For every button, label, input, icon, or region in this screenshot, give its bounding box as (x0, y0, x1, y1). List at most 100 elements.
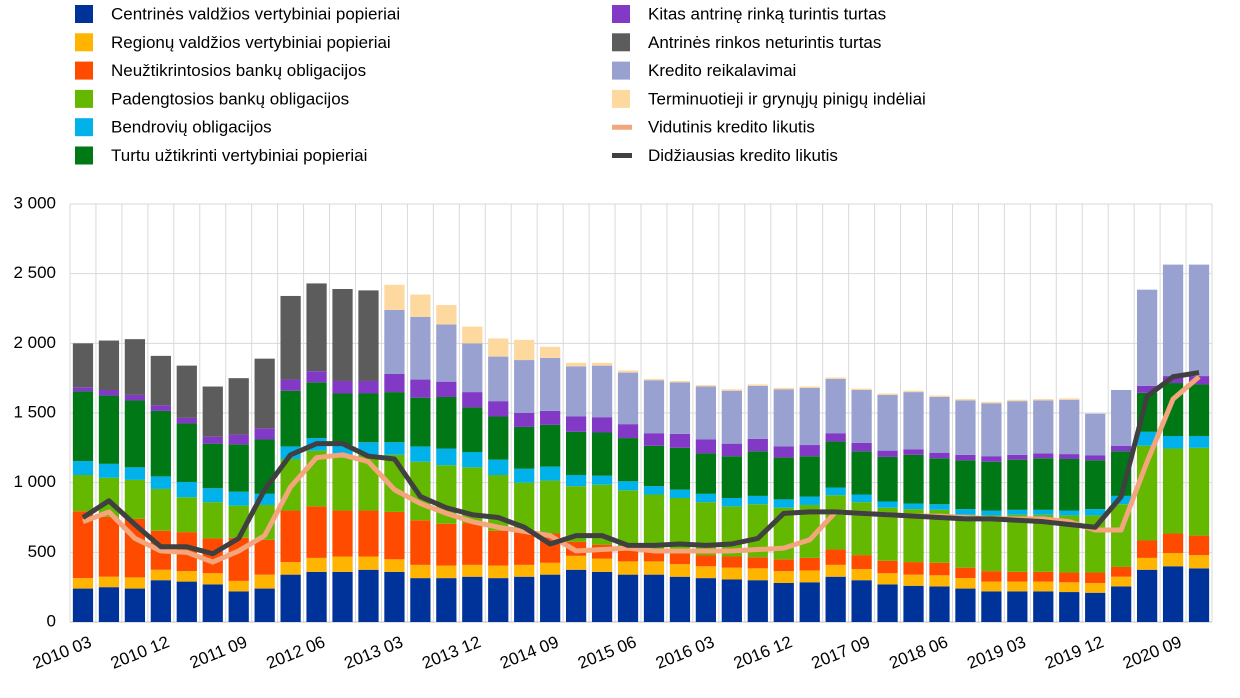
bar-segment (721, 443, 742, 457)
bar-segment (202, 488, 223, 503)
bar-segment (384, 571, 405, 622)
bar-segment (1188, 264, 1210, 377)
bar-segment (981, 581, 1002, 592)
bar-segment (721, 389, 742, 391)
bar-segment (1188, 447, 1210, 536)
bar-segment (176, 481, 197, 498)
bar-segment (410, 578, 431, 622)
bar-segment (903, 509, 924, 563)
bar-segment (358, 556, 379, 570)
bar-segment (643, 561, 665, 575)
bar-segment (1188, 376, 1210, 385)
bar-segment (150, 405, 171, 411)
bar-segment (384, 284, 405, 310)
bar-segment (643, 494, 665, 551)
bar-segment (1007, 509, 1028, 515)
bar-segment (877, 573, 898, 585)
bar-segment (228, 434, 249, 445)
x-tick-label: 2020 09 (1120, 632, 1184, 673)
bar-segment (929, 458, 950, 505)
bar-segment (124, 339, 146, 395)
x-tick-label: 2014 09 (497, 632, 561, 673)
legend-label: Kredito reikalavimai (648, 61, 796, 80)
bar-segment (1085, 413, 1106, 456)
bar-segment (1007, 454, 1028, 460)
bar-segment (669, 447, 691, 490)
bar-segment (825, 549, 846, 565)
bar-segment (540, 480, 561, 534)
bar-segment (410, 379, 431, 398)
bar-segment (851, 451, 872, 495)
bar-segment (358, 510, 379, 557)
bar-segment (72, 511, 94, 579)
bar-segment (617, 370, 639, 373)
legend-swatch (612, 89, 630, 108)
legend-swatch (612, 61, 630, 80)
bar-segment (254, 574, 275, 589)
bar-segment (1033, 458, 1054, 510)
bar-segment (1136, 385, 1158, 393)
bar-segment (488, 459, 509, 476)
bar-segment (1007, 399, 1028, 402)
bar-segment (514, 426, 535, 469)
bar-segment (1007, 401, 1028, 455)
y-tick-label: 2 000 (13, 333, 56, 352)
bar-segment (436, 523, 457, 566)
bar-segment (98, 576, 120, 588)
bar-segment (1111, 566, 1132, 577)
bar-segment (955, 578, 976, 589)
bar-segment (72, 588, 94, 622)
bar-segment (1059, 510, 1080, 516)
bar-segment (1162, 435, 1184, 449)
bar-segment (1007, 581, 1028, 592)
bar-segment (955, 509, 976, 515)
bar-segment (877, 394, 898, 451)
bar-segment (228, 580, 249, 592)
bar-segment (617, 424, 639, 439)
bar-segment (929, 509, 950, 563)
bar-segment (799, 386, 820, 388)
bar-segment (514, 531, 535, 565)
bar-segment (462, 452, 483, 468)
bar-segment (1111, 445, 1132, 452)
bar-segment (462, 576, 483, 622)
bar-segment (124, 467, 146, 480)
bar-segment (462, 407, 483, 453)
bar-segment (384, 559, 405, 572)
bar-segment (851, 555, 872, 570)
x-tick-label: 2016 12 (731, 632, 795, 673)
bar-segment (565, 475, 587, 487)
bar-segment (773, 446, 794, 458)
bar-segment (150, 488, 171, 531)
bar-segment (669, 433, 691, 448)
x-tick-label: 2011 09 (187, 632, 250, 672)
bar-segment (695, 453, 717, 494)
bar-segment (514, 339, 535, 361)
bar-segment (98, 516, 120, 577)
bar-segment (1162, 264, 1184, 377)
bar-segment (124, 577, 146, 589)
bar-segment (1007, 571, 1028, 582)
bar-segment (176, 571, 197, 582)
bar-segment (410, 446, 431, 462)
bar-segment (591, 365, 613, 418)
bar-segment (1162, 533, 1184, 554)
bar-segment (669, 576, 691, 622)
bar-segment (462, 467, 483, 524)
legend-label: Neužtikrintosios bankų obligacijos (111, 61, 366, 80)
bar-segment (565, 431, 587, 476)
bar-segment (1059, 582, 1080, 593)
bar-segment (903, 449, 924, 455)
bar-segment (877, 584, 898, 622)
bar-segment (695, 578, 717, 622)
bar-segment (1007, 459, 1028, 510)
bar-segment (1033, 400, 1054, 454)
bar-segment (877, 393, 898, 395)
bar-segment (436, 396, 457, 449)
bar-segment (747, 580, 768, 622)
bar-segment (955, 460, 976, 510)
bar-segment (410, 520, 431, 565)
bar-segment (747, 438, 768, 452)
bar-segment (903, 392, 924, 450)
bar-segment (695, 566, 717, 579)
